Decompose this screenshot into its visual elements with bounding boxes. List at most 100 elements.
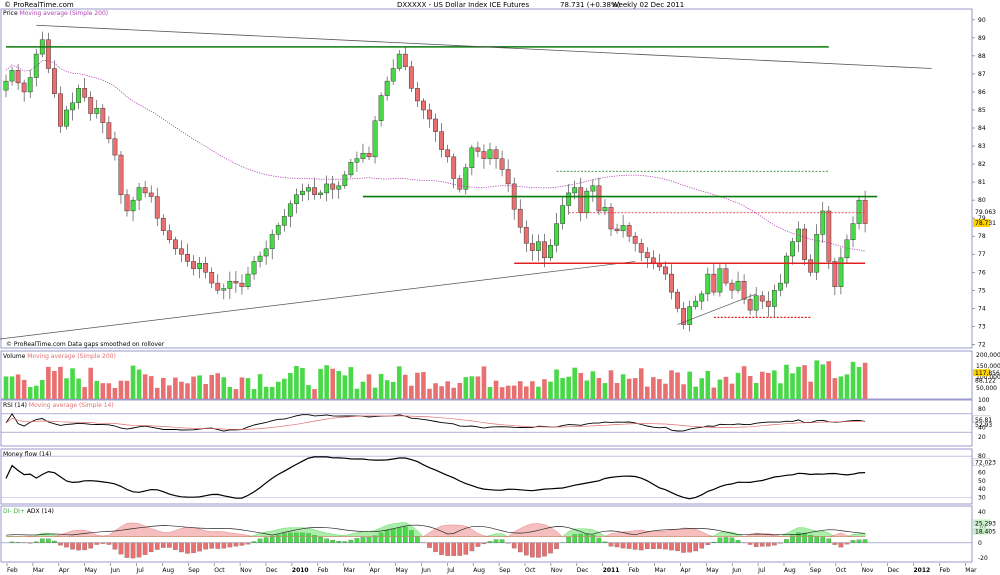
- volume-bar: [421, 372, 426, 399]
- volume-bar: [239, 377, 245, 399]
- volume-bar: [288, 372, 293, 399]
- svg-text:RSI (14) Moving average (Simpl: RSI (14) Moving average (Simple 14): [3, 402, 114, 409]
- price-candle: [590, 185, 596, 192]
- volume-bar: [415, 372, 420, 399]
- dmi-histogram-bar: [366, 537, 372, 543]
- price-candle: [172, 239, 178, 250]
- price-panel[interactable]: [0, 8, 973, 349]
- x-tick-label: Sep: [810, 567, 822, 574]
- price-candle: [318, 192, 323, 195]
- price-candle: [663, 266, 668, 275]
- price-tick-label: 86: [978, 89, 986, 96]
- dmi-histogram-bar: [318, 536, 323, 543]
- dmi-value-2: 18.405: [975, 529, 996, 536]
- price-tick-label: 72: [978, 341, 986, 348]
- volume-bar: [263, 386, 269, 399]
- volume-bar: [197, 375, 202, 399]
- dmi-histogram-bar: [148, 542, 154, 553]
- x-tick-label: Mar: [344, 567, 356, 574]
- svg-text:DI- DI+ ADX (14): DI- DI+ ADX (14): [3, 508, 54, 515]
- money-flow-panel[interactable]: [0, 448, 973, 505]
- volume-panel[interactable]: [0, 350, 973, 400]
- price-candle: [209, 272, 215, 284]
- volume-bar: [548, 381, 553, 399]
- rsi-tick-label: 40: [978, 425, 986, 432]
- dmi-histogram-bar: [699, 542, 705, 549]
- price-tick-label: 84: [978, 125, 986, 132]
- volume-bar: [802, 365, 807, 399]
- dmi-histogram-bar: [142, 542, 148, 555]
- dmi-histogram-bar: [826, 538, 832, 543]
- dmi-histogram-bar: [294, 532, 299, 543]
- price-candle: [741, 281, 747, 300]
- dmi-histogram-bar: [796, 532, 801, 543]
- price-tick-label: 89: [978, 35, 986, 42]
- price-candle: [844, 239, 850, 259]
- mfi-tick-label: 40: [978, 486, 986, 493]
- price-tick-label: 73: [978, 323, 986, 330]
- mfi-last-label: 72.023: [975, 460, 996, 467]
- x-tick-label: Mar: [33, 567, 45, 574]
- price-candle: [64, 109, 69, 127]
- dmi-histogram-bar: [862, 539, 868, 543]
- price-candle: [626, 225, 632, 237]
- volume-bar: [741, 366, 747, 399]
- dmi-histogram-bar: [275, 534, 281, 543]
- dmi-histogram-bar: [221, 542, 227, 549]
- price-candle: [306, 187, 311, 192]
- volume-bar: [645, 386, 650, 399]
- price-candle: [608, 207, 614, 230]
- dmi-histogram-bar: [820, 536, 826, 543]
- dmi-histogram-bar: [493, 539, 499, 543]
- price-tick-label: 90: [978, 17, 986, 24]
- price-tick-label: 74: [978, 305, 986, 312]
- x-tick-label: Jun: [110, 567, 121, 574]
- price-candle: [693, 300, 699, 307]
- price-candle: [536, 241, 541, 251]
- volume-bar: [481, 366, 487, 399]
- volume-bar: [106, 383, 112, 399]
- dmi-histogram-bar: [124, 542, 130, 558]
- money-flow-plot: 80706050403072.023: [1, 453, 996, 501]
- dmi-histogram-bar: [330, 539, 336, 543]
- dmi-histogram-bar: [257, 538, 263, 543]
- x-tick-label: Feb: [318, 567, 329, 574]
- price-candle: [463, 167, 469, 190]
- dmi-tick-label: -20: [978, 555, 988, 562]
- price-candle: [421, 100, 426, 111]
- price-candle: [445, 149, 451, 158]
- dmi-histogram-bar: [596, 537, 602, 543]
- svg-text:Price Moving average (Simple 2: Price Moving average (Simple 200): [3, 10, 108, 17]
- dmi-histogram-bar: [76, 542, 81, 551]
- price-candle: [408, 66, 414, 89]
- price-tick-label: 75: [978, 287, 986, 294]
- volume-bar: [294, 365, 299, 399]
- dmi-panel[interactable]: [0, 505, 973, 563]
- volume-bar: [475, 376, 481, 399]
- volume-bar: [711, 387, 717, 399]
- price-candle: [312, 187, 317, 195]
- dmi-histogram-bar: [403, 526, 408, 543]
- x-tick-label: Sep: [188, 567, 200, 574]
- dmi-histogram-bar: [626, 542, 632, 549]
- dmi-histogram-bar: [542, 542, 547, 557]
- volume-bar: [88, 367, 93, 399]
- dmi-histogram-bar: [711, 541, 717, 543]
- rsi-panel[interactable]: [0, 399, 973, 447]
- price-candle: [735, 281, 741, 291]
- price-candle: [348, 162, 354, 176]
- dmi-histogram-bar: [644, 542, 650, 549]
- price-candle: [687, 306, 693, 325]
- last-value: 78.731 (+0.38%): [560, 1, 621, 9]
- volume-bar: [620, 374, 626, 399]
- dmi-histogram-bar: [312, 535, 317, 543]
- dmi-histogram-bar: [548, 542, 553, 554]
- price-candle: [638, 243, 644, 253]
- volume-bar: [572, 367, 577, 399]
- price-candle: [572, 187, 578, 194]
- volume-bar: [693, 386, 698, 399]
- x-tick-label: Aug: [162, 567, 174, 574]
- price-tick-label: 82: [978, 161, 986, 168]
- dmi-histogram-bar: [39, 538, 45, 543]
